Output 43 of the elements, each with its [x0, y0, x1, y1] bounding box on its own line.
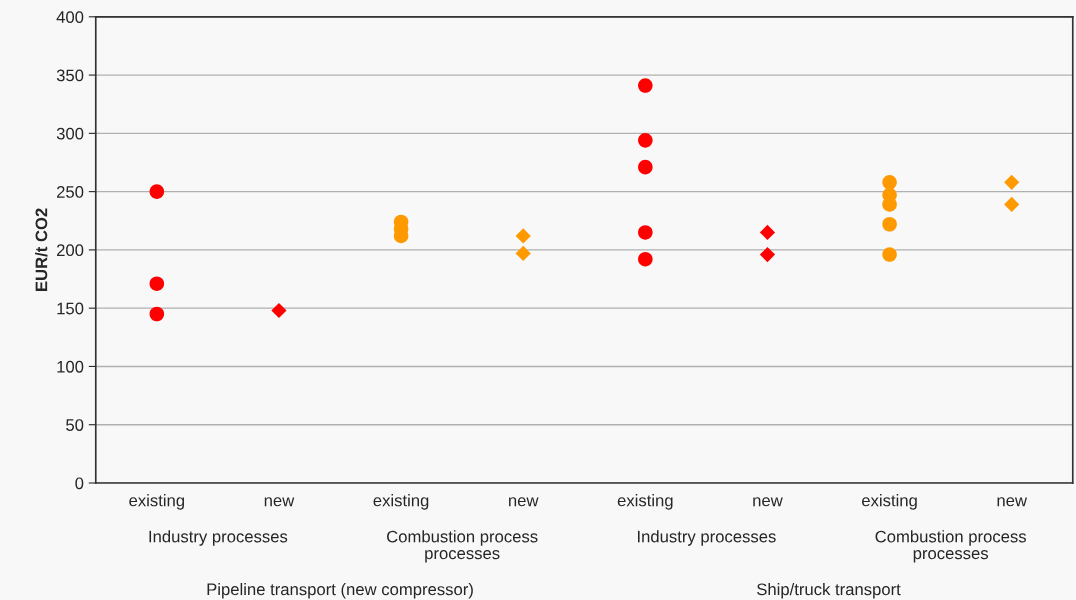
y-tick-label: 350 [56, 69, 84, 82]
point [638, 225, 653, 240]
y-tick-label: 300 [56, 127, 84, 140]
point [638, 159, 653, 175]
point [882, 197, 897, 212]
point [149, 306, 165, 322]
point [1004, 174, 1020, 190]
y-tick-label: 400 [56, 11, 84, 23]
point [271, 302, 287, 319]
x-tick-label: new [997, 497, 1028, 507]
y-tick-label: 250 [56, 186, 84, 198]
point [515, 245, 531, 261]
point [149, 276, 165, 291]
point [638, 133, 653, 148]
x-tick-label: new [264, 497, 295, 507]
y-tick-label: 100 [57, 360, 84, 373]
point [149, 184, 165, 199]
x-tick-label: existing [129, 494, 185, 510]
y-axis-title: EUR/t CO2 [35, 208, 48, 291]
x-tick-label: new [509, 497, 539, 507]
x-tick-label: existing [617, 494, 673, 510]
point [638, 251, 653, 267]
point [638, 78, 653, 93]
y-tick-label: 150 [57, 302, 84, 315]
x-tick-label: existing [373, 494, 429, 510]
point [515, 228, 531, 244]
y-tick-label: 0 [75, 477, 84, 490]
text: Ship/truck transport [757, 583, 901, 599]
y-tick-label: 50 [66, 419, 84, 431]
x-tick-label: existing [862, 494, 917, 510]
point [1004, 196, 1020, 213]
point [882, 175, 897, 190]
point [759, 246, 776, 263]
text: Combustion process processes [875, 530, 1027, 563]
text: Industry processes [149, 530, 288, 546]
point [882, 216, 897, 232]
text: Pipeline transport (new compressor) [207, 583, 473, 599]
point [882, 247, 897, 262]
text: Industry processes [638, 530, 776, 546]
point [759, 224, 776, 241]
x-tick-label: new [753, 497, 783, 507]
y-tick-label: 200 [56, 244, 84, 257]
text: Combustion process processes [387, 530, 538, 563]
